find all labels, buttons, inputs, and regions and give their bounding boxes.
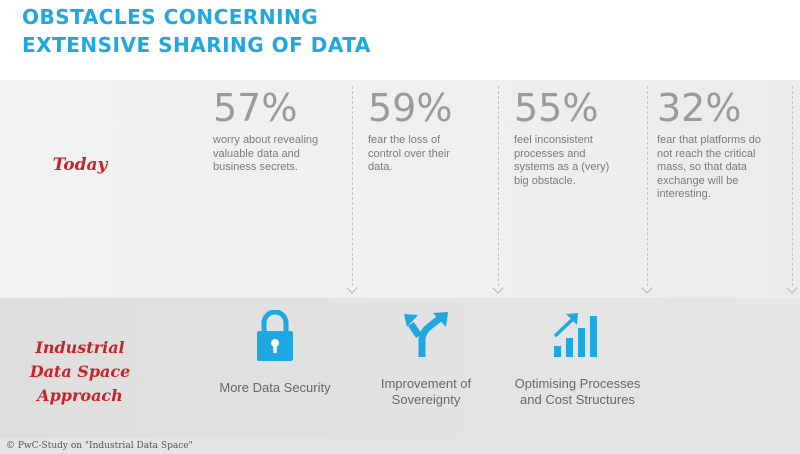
stat-description-line: not reach the critical: [657, 147, 756, 160]
stat-description-line: valuable data and: [213, 147, 300, 160]
approach-label-line-1: Industrial: [35, 338, 125, 357]
feature-security: More Data Security: [200, 310, 350, 396]
stat-description-line: exchange will be: [657, 174, 739, 187]
feature-label-line: Sovereignty: [391, 392, 461, 407]
stat-description-line: mass, so that data: [657, 161, 747, 173]
growth-chart-icon: [553, 313, 597, 357]
stat-description-line: fear that platforms do: [657, 134, 761, 146]
stat-percent: 57%: [213, 86, 298, 130]
stat-description-line: fear the loss of: [368, 134, 441, 146]
feature-optimising: Optimising Processes and Cost Structures: [500, 310, 655, 408]
stat-description: feel inconsistent processes and systems …: [514, 134, 642, 188]
feature-label: More Data Security: [200, 380, 350, 396]
approach-band: [0, 298, 800, 438]
stat-description-line: data.: [368, 161, 393, 173]
feature-label: Improvement of Sovereignty: [352, 376, 500, 408]
feature-label-line: Improvement of: [380, 376, 472, 391]
stat-description-line: processes and: [514, 147, 586, 160]
stat-percent: 32%: [657, 86, 742, 130]
title-area: OBSTACLES CONCERNING EXTENSIVE SHARING O…: [0, 0, 800, 80]
column-divider: [786, 86, 798, 294]
approach-label-line-2: Data Space: [29, 362, 131, 381]
today-band: [0, 80, 800, 298]
stat-column: 32% fear that platforms do not reach the…: [657, 86, 797, 202]
feature-label-line: Optimising Processes: [514, 376, 641, 391]
feature-label: Optimising Processes and Cost Structures: [500, 376, 655, 408]
source-credit: © PwC-Study on "Industrial Data Space": [6, 441, 193, 451]
stat-column: 55% feel inconsistent processes and syst…: [514, 86, 642, 188]
column-divider: [346, 86, 358, 294]
today-label: Today: [52, 155, 108, 175]
title-line-2: EXTENSIVE SHARING OF DATA: [22, 33, 371, 57]
stat-description-line: control over their: [368, 147, 450, 160]
title-line-1: OBSTACLES CONCERNING: [22, 5, 319, 29]
column-divider: [492, 86, 504, 294]
stat-column: 57% worry about revealing valuable data …: [213, 86, 348, 175]
approach-label-line-3: Approach: [37, 386, 123, 405]
stat-description-line: worry about revealing: [213, 134, 319, 146]
stat-description-line: business secrets.: [213, 161, 298, 173]
footer-band: [0, 438, 800, 454]
stat-description-line: big obstacle.: [514, 174, 576, 187]
lock-icon: [257, 310, 293, 361]
stat-percent: 59%: [368, 86, 453, 130]
stat-description: fear the loss of control over their data…: [368, 134, 493, 175]
feature-label-line: and Cost Structures: [520, 392, 635, 407]
stat-description-line: feel inconsistent: [514, 134, 593, 146]
stat-column: 59% fear the loss of control over their …: [368, 86, 493, 175]
stat-description: worry about revealing valuable data and …: [213, 134, 348, 175]
fork-arrows-icon: [404, 312, 448, 357]
column-divider: [641, 86, 653, 294]
stat-description-line: systems as a (very): [514, 161, 610, 173]
stat-description-line: interesting.: [657, 188, 711, 200]
stat-description: fear that platforms do not reach the cri…: [657, 134, 797, 202]
feature-sovereignty: Improvement of Sovereignty: [352, 310, 500, 408]
stat-percent: 55%: [514, 86, 599, 130]
feature-label-line: More Data Security: [219, 380, 331, 395]
